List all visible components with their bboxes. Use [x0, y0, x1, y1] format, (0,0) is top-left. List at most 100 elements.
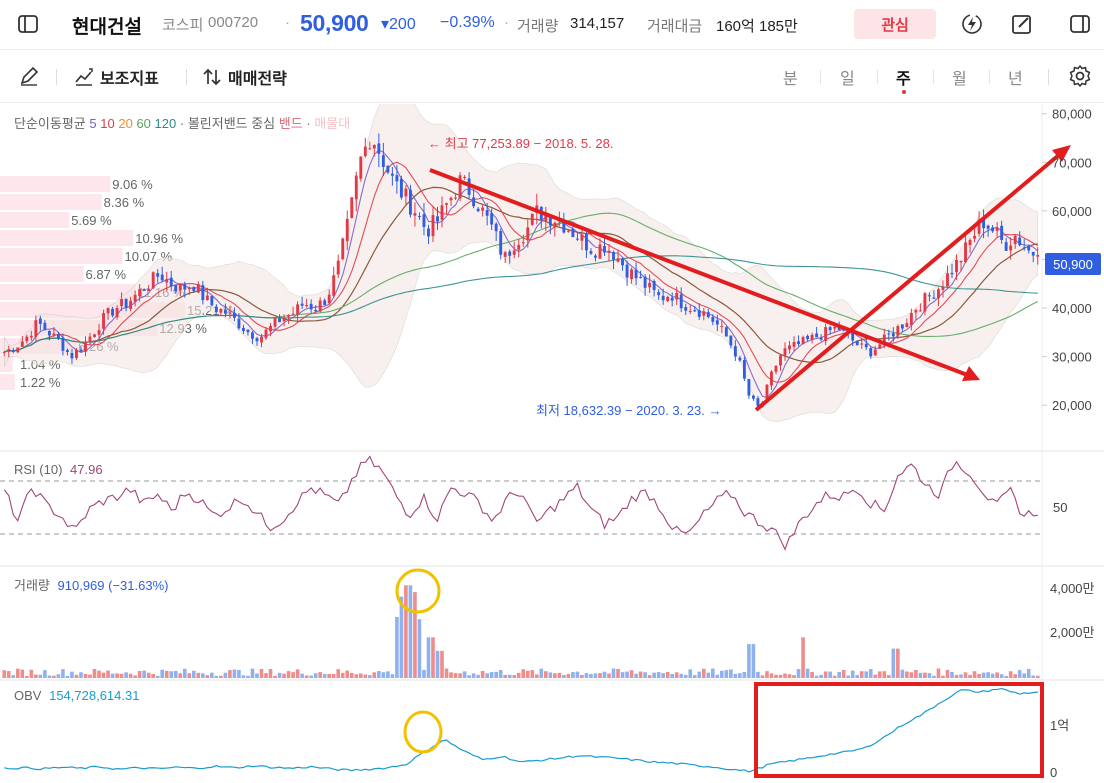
- settings-button[interactable]: [1068, 64, 1092, 88]
- volume-bar: [810, 671, 814, 678]
- candle-body: [418, 215, 421, 217]
- candle-body: [977, 219, 981, 234]
- volume-bar: [990, 673, 995, 678]
- candle-body: [305, 305, 309, 307]
- candle-body: [648, 282, 652, 288]
- candle-body: [937, 289, 940, 299]
- volume-bar: [1004, 675, 1008, 678]
- indicators-button[interactable]: 보조지표: [74, 65, 159, 89]
- candle-body: [93, 334, 96, 337]
- downtrend-arrow[interactable]: [429, 168, 971, 378]
- candle-body: [792, 341, 796, 347]
- volume-bar: [340, 672, 345, 678]
- flash-icon[interactable]: [958, 10, 986, 38]
- candle-body: [891, 333, 895, 337]
- candle-body: [566, 230, 570, 232]
- amount-value: 160억 185만: [716, 18, 798, 35]
- candle-body: [643, 276, 647, 288]
- volume-bar: [679, 673, 684, 678]
- volume-bar: [859, 671, 864, 678]
- candle-body: [499, 231, 503, 255]
- candle-body: [774, 365, 778, 372]
- price-tick-label: 60,000: [1052, 204, 1092, 219]
- candle-body: [449, 197, 453, 201]
- volume-bar: [426, 637, 431, 678]
- rsi-legend[interactable]: RSI (10) 47.96: [14, 462, 103, 477]
- volume-bar: [336, 669, 341, 678]
- candle-body: [815, 333, 819, 338]
- stock-chart[interactable]: 9.06 %8.36 %5.69 %10.96 %10.07 %6.87 %11…: [0, 104, 1104, 783]
- volume-bar: [395, 616, 399, 678]
- candle-body: [770, 371, 773, 386]
- price-change-percent: −0.39%: [440, 14, 495, 31]
- volume-profile-bar: [0, 248, 123, 264]
- candle-body: [923, 293, 927, 312]
- volume-bar: [61, 669, 65, 678]
- candle-body: [1031, 251, 1035, 256]
- watch-button[interactable]: 관심: [854, 9, 936, 39]
- low-annotation: 최저 18,632.39 − 2020. 3. 23. →: [536, 403, 721, 418]
- volume-bar: [390, 674, 395, 678]
- volume-bar: [877, 671, 882, 678]
- volume-bar: [683, 674, 688, 678]
- candle-body: [440, 205, 444, 220]
- candle-body: [223, 309, 227, 314]
- strategy-button[interactable]: 매매전략: [202, 65, 287, 89]
- timeframe-day[interactable]: 일: [840, 71, 855, 88]
- volume-profile-label: 8.36 %: [104, 195, 145, 210]
- volume-bar: [453, 673, 458, 678]
- candle-body: [738, 357, 742, 361]
- candle-body: [878, 344, 882, 349]
- volume-bar: [228, 670, 232, 678]
- price-tick-label: 30,000: [1052, 350, 1092, 365]
- candle-body: [138, 289, 142, 297]
- volume-profile-bar: [0, 266, 84, 282]
- candle-body: [377, 143, 381, 154]
- sidebar-toggle-icon[interactable]: [14, 10, 42, 38]
- candle-body: [178, 283, 182, 291]
- volume-bar: [738, 673, 742, 678]
- volume-bar: [83, 673, 88, 678]
- volume-axis-label-low: 2,000만: [1050, 625, 1095, 640]
- downtrend-arrowhead: [962, 366, 980, 381]
- drawn-trendlines[interactable]: [429, 145, 1071, 412]
- volume-bar: [449, 672, 453, 678]
- chart-toolbar: 보조지표 매매전략 분 일 주 월 년: [0, 51, 1104, 103]
- edit-icon[interactable]: [1008, 10, 1036, 38]
- candle-body: [2, 351, 6, 353]
- volume-bar: [819, 674, 823, 678]
- candle-body: [481, 207, 485, 211]
- volume-bar: [503, 674, 508, 678]
- volume-bar: [273, 675, 277, 678]
- volume-bar: [607, 673, 611, 678]
- volume-bar: [783, 673, 787, 678]
- volume-bar: [417, 619, 422, 678]
- timeframe-month[interactable]: 월: [952, 71, 967, 88]
- obv-legend[interactable]: OBV 154,728,614.31: [14, 688, 139, 703]
- timeframe-week[interactable]: 주: [896, 71, 911, 88]
- draw-tool-button[interactable]: [18, 65, 40, 87]
- volume-bar: [751, 644, 756, 678]
- ma-10: 10: [100, 116, 115, 131]
- panel-icon[interactable]: [1066, 10, 1094, 38]
- volume-bar: [1008, 671, 1013, 678]
- obv-highlight-box: [754, 682, 1044, 778]
- candle-body: [896, 326, 900, 336]
- candle-body: [684, 307, 688, 311]
- timeframe-year[interactable]: 년: [1008, 71, 1023, 88]
- volume-bar: [616, 668, 620, 678]
- timeframe-minute[interactable]: 분: [783, 71, 798, 88]
- volume-profile-label: 매물대: [314, 116, 351, 131]
- candle-body: [702, 311, 706, 316]
- candle-body: [386, 165, 390, 173]
- uptrend-arrow[interactable]: [754, 152, 1062, 412]
- candle-body: [955, 259, 958, 273]
- volume-bar: [566, 673, 571, 678]
- volume-bar: [196, 672, 201, 678]
- volume-bar: [701, 668, 706, 678]
- candle-body: [864, 343, 868, 348]
- volume-bar: [512, 675, 517, 678]
- candle-body: [160, 274, 164, 281]
- volume-legend[interactable]: 거래량 910,969 (−31.63%): [14, 575, 168, 594]
- main-legend[interactable]: 단순이동평균 5 10 20 60 120 · 볼린저밴드 중심 밴드 · 매물…: [14, 113, 350, 132]
